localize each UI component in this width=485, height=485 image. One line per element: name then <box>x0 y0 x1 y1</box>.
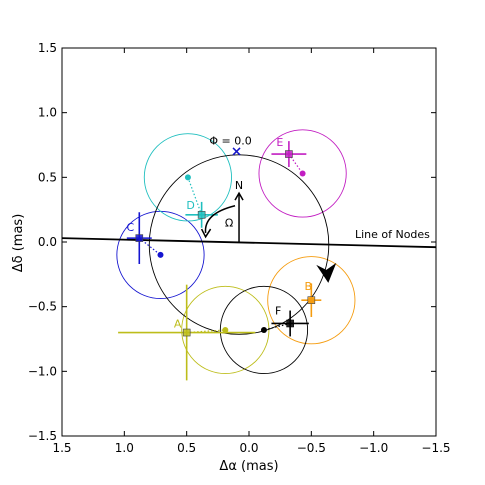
model-point-a <box>222 326 229 333</box>
x-tick-label: −1.0 <box>359 441 388 455</box>
x-tick-label: −0.5 <box>297 441 326 455</box>
observed-point-d <box>197 211 206 219</box>
uncertainty-circle-a <box>181 285 270 375</box>
point-label-d: D <box>186 199 194 212</box>
x-tick-label: 1.5 <box>52 441 71 455</box>
y-tick-label: −1.5 <box>28 429 57 443</box>
model-point-c <box>157 251 164 258</box>
y-tick-label: 1.5 <box>38 41 57 55</box>
x-tick-label: 1.0 <box>115 441 134 455</box>
omega-arc <box>204 205 236 234</box>
y-tick-label: 1.0 <box>38 106 57 120</box>
omega-arrow-head <box>200 228 212 239</box>
points-layer: A B C D E F <box>118 136 322 381</box>
x-tick-label: −1.5 <box>421 441 450 455</box>
connector-a <box>186 329 226 334</box>
observed-point-f <box>286 319 294 328</box>
uncertainty-circle-d <box>143 133 232 222</box>
uncertainty-circle-e <box>258 129 347 218</box>
annotations: Φ = 0.0 N Ω Line of Nodes <box>200 134 430 242</box>
model-point-b <box>308 297 315 304</box>
y-tick-label: 0.5 <box>38 170 57 184</box>
uncertainty-circles <box>116 129 356 375</box>
line-of-nodes <box>61 237 437 249</box>
model-point-d <box>184 174 191 181</box>
y-axis-label: Δδ (mas) <box>11 214 26 273</box>
point-label-c: C <box>126 221 134 234</box>
orbit-direction-arrow <box>316 262 337 283</box>
uncertainty-circle-b <box>267 256 356 345</box>
y-tick-label: −1.0 <box>28 364 57 378</box>
model-point-f <box>260 326 267 333</box>
y-tick-label: 0.0 <box>38 235 57 249</box>
point-label-f: F <box>275 304 281 317</box>
line-of-nodes-label: Line of Nodes <box>355 228 430 241</box>
axis-ticks: 1.5 1.0 0.5 0.0 −0.5 −1.0 −1.51.51.00.50.0−0.5… <box>28 41 451 455</box>
omega-label: Ω <box>225 217 233 230</box>
north-label: N <box>235 179 243 192</box>
observed-point-a <box>182 328 191 337</box>
point-label-e: E <box>276 136 283 149</box>
phase-marker <box>232 147 241 156</box>
x-tick-label: 0.0 <box>239 441 258 455</box>
north-arrow-head <box>234 191 244 201</box>
model-point-e <box>299 170 306 177</box>
x-tick-label: 0.5 <box>177 441 196 455</box>
x-axis-label: Δα (mas) <box>219 459 278 474</box>
observed-point-e <box>285 150 293 158</box>
uncertainty-circle-f <box>219 285 309 375</box>
point-label-b: B <box>305 280 313 293</box>
observed-point-c <box>135 234 144 242</box>
point-label-a: A <box>174 318 182 331</box>
y-tick-label: −0.5 <box>28 300 57 314</box>
phase-label: Φ = 0.0 <box>209 134 251 147</box>
connector-f <box>263 322 291 331</box>
